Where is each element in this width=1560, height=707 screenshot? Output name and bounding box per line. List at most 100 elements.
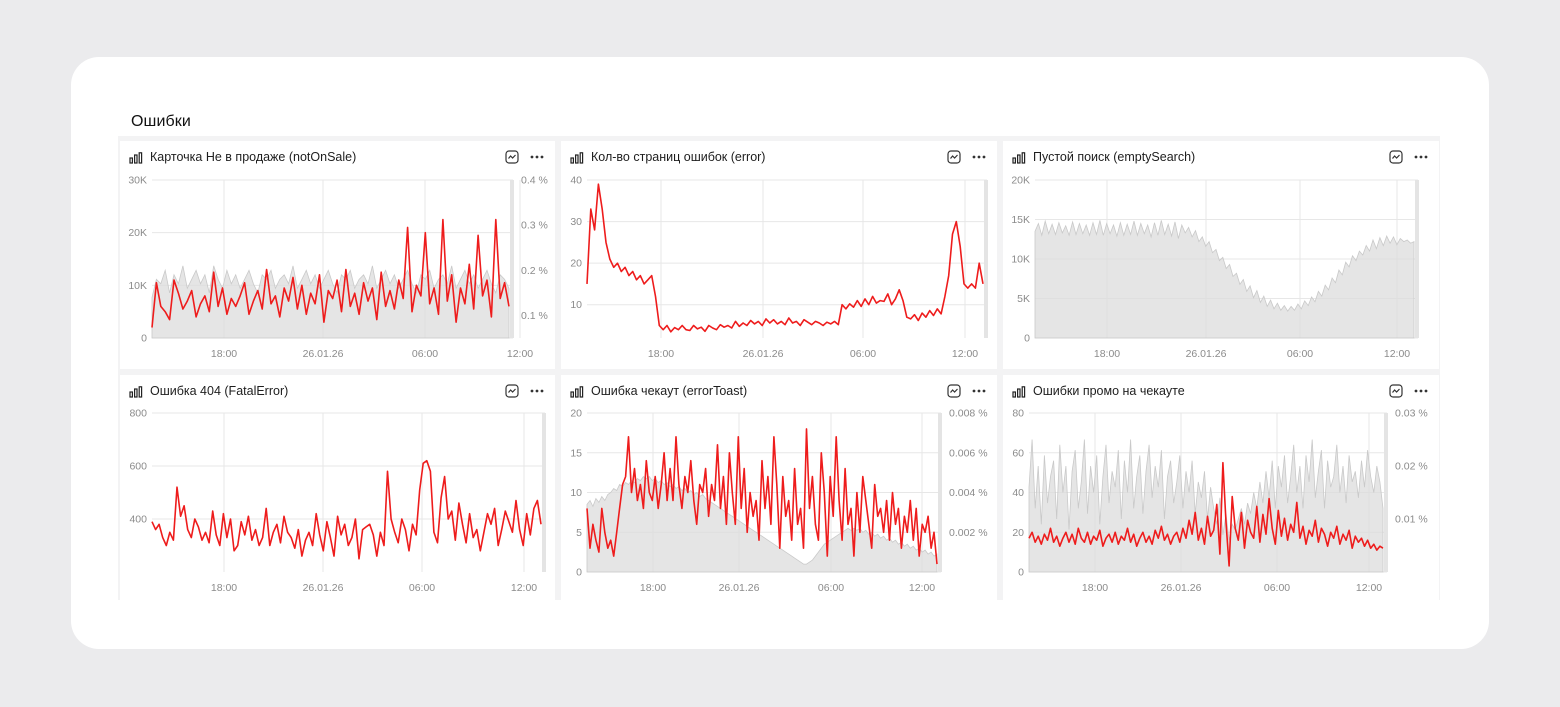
y2-tick-label: 0.004 % [949,487,988,499]
panel-error-pages[interactable]: Кол-во страниц ошибок (error) 10 20 30 40 18:… [561,141,997,369]
x-tick-label: 06:00 [850,348,876,360]
y-tick-label: 30 [570,216,582,228]
x-tick-label: 18:00 [211,582,237,594]
y-tick-label: 10 [570,299,582,311]
y-tick-label: 80 [1012,408,1024,420]
y2-tick-label: 0.006 % [949,447,988,459]
panel-title: Ошибка 404 (FatalError) [150,384,289,398]
chart-svg: 0 20 40 60 80 0.01 % 0.02 % 0.03 % 18:00 26.01.26… [1012,408,1427,595]
y-tick-label: 800 [129,408,147,420]
x-tick-label: 18:00 [640,582,666,594]
x-tick-label: 18:00 [1094,348,1120,360]
y-tick-label: 15K [1011,214,1030,226]
x-tick-label: 12:00 [909,582,935,594]
section-title: Ошибки [131,113,191,130]
panel-header: Ошибка чекаут (errorToast) [561,375,997,409]
bar-chart-icon [1012,385,1026,398]
chart-line-icon[interactable] [1388,384,1404,398]
panel-title-wrap: Ошибки промо на чекауте [1012,384,1185,398]
y-tick-label: 60 [1012,447,1024,459]
y-tick-label: 20 [570,408,582,420]
x-tick-label: 26.01.26 [719,582,760,594]
y-tick-label: 10 [570,487,582,499]
panel-notonsale[interactable]: Карточка Не в продаже (notOnSale) 0 10K 20K… [120,141,555,369]
panel-actions [504,150,545,164]
panel-header: Ошибка 404 (FatalError) [120,375,555,409]
panel-title-wrap: Ошибка чекаут (errorToast) [570,384,747,398]
more-dots-icon[interactable] [529,150,545,164]
chart-svg: 10 20 30 40 18:00 26.01.26 06:00 12:00 [570,175,988,360]
x-tick-label: 18:00 [211,348,237,360]
panel-actions [1388,384,1429,398]
range-handle[interactable] [510,180,514,338]
y-tick-label: 10K [128,280,147,292]
x-tick-label: 26.01.26 [303,348,344,360]
panel-title: Карточка Не в продаже (notOnSale) [150,150,357,164]
series-line [151,459,542,560]
panel-actions [504,384,545,398]
chart-svg: 0 10K 20K 30K 0.1 % 0.2 % 0.3 % 0.4 % 18:00 26.01… [128,175,548,361]
x-tick-label: 26.01.26 [303,582,344,594]
panel-title: Пустой поиск (emptySearch) [1033,150,1196,164]
x-tick-label: 06:00 [412,348,438,360]
x-tick-label: 12:00 [952,348,978,360]
panel-header: Кол-во страниц ошибок (error) [561,141,997,175]
chart-line-icon[interactable] [946,150,962,164]
more-dots-icon[interactable] [971,150,987,164]
more-dots-icon[interactable] [1413,150,1429,164]
range-handle[interactable] [542,413,546,572]
x-tick-label: 26.01.26 [1161,582,1202,594]
y-tick-label: 600 [129,461,147,473]
x-tick-label: 06:00 [409,582,435,594]
secondary-area [151,265,510,339]
y-tick-label: 40 [1012,487,1024,499]
x-tick-label: 06:00 [1287,348,1313,360]
x-tick-label: 06:00 [1264,582,1290,594]
y2-tick-label: 0.4 % [521,175,548,187]
y-tick-label: 5 [576,527,582,539]
chart-line-icon[interactable] [1388,150,1404,164]
panel-header: Пустой поиск (emptySearch) [1003,141,1439,175]
series-line [586,183,984,333]
panel-title-wrap: Кол-во страниц ошибок (error) [570,150,765,164]
chart-svg: 400 600 800 18:00 26.01.26 06:00 12:00 [129,408,546,594]
secondary-area [1034,219,1415,339]
chart-line-icon[interactable] [946,384,962,398]
chart-line-icon[interactable] [504,384,520,398]
panel-actions [1388,150,1429,164]
panel-title-wrap: Пустой поиск (emptySearch) [1012,150,1195,164]
x-tick-label: 18:00 [648,348,674,360]
bar-chart-icon [570,151,584,164]
y-tick-label: 20 [1012,527,1024,539]
y-tick-label: 40 [570,175,582,187]
panel-actions [946,150,987,164]
series-line [586,428,938,565]
series-line [1028,461,1384,567]
chart-line-icon[interactable] [504,150,520,164]
y-tick-label: 15 [570,447,582,459]
x-tick-label: 26.01.26 [1186,348,1227,360]
y-tick-label: 0 [141,333,147,345]
panel-title: Ошибки промо на чекауте [1033,384,1185,398]
panel-checkout-error[interactable]: Ошибка чекаут (errorToast) 0 5 10 15 20 0.002 … [561,375,997,600]
panel-header: Ошибки промо на чекауте [1003,375,1439,409]
more-dots-icon[interactable] [529,384,545,398]
panel-title: Кол-во страниц ошибок (error) [591,150,766,164]
x-tick-label: 12:00 [507,348,533,360]
more-dots-icon[interactable] [971,384,987,398]
y-tick-label: 400 [129,514,147,526]
bar-chart-icon [129,385,143,398]
x-tick-label: 18:00 [1082,582,1108,594]
panel-title: Ошибка чекаут (errorToast) [591,384,748,398]
range-handle[interactable] [938,413,942,572]
panel-promo-checkout[interactable]: Ошибки промо на чекауте 0 20 40 60 80 0.01 % 0.… [1003,375,1439,600]
y2-tick-label: 0.3 % [521,220,548,232]
range-handle[interactable] [1384,413,1388,572]
panel-empty-search[interactable]: Пустой поиск (emptySearch) 0 5K 10K 15K 20K 18… [1003,141,1439,369]
range-handle[interactable] [984,180,988,338]
x-tick-label: 12:00 [1356,582,1382,594]
more-dots-icon[interactable] [1413,384,1429,398]
panel-fatal-error[interactable]: Ошибка 404 (FatalError) 400 600 800 18:00 26.… [120,375,555,600]
y-tick-label: 0 [1024,333,1030,345]
range-handle[interactable] [1415,180,1419,338]
